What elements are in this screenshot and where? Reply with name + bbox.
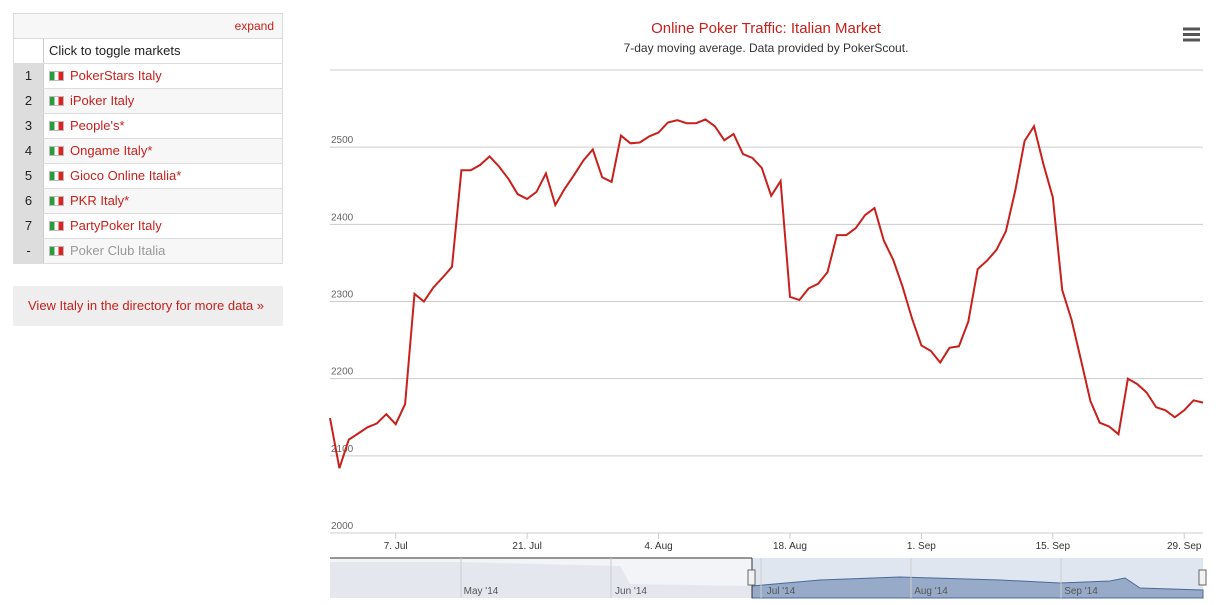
y-tick-label: 2400 bbox=[331, 212, 354, 223]
market-row[interactable]: 4 Ongame Italy* bbox=[13, 139, 283, 164]
market-name: Gioco Online Italia* bbox=[44, 164, 282, 188]
nav-label: Jul '14 bbox=[767, 586, 796, 597]
market-label: iPoker Italy bbox=[70, 93, 135, 108]
market-label: PKR Italy* bbox=[70, 193, 130, 208]
header-row: Click to toggle markets bbox=[13, 39, 283, 64]
market-row[interactable]: 5 Gioco Online Italia* bbox=[13, 164, 283, 189]
directory-link[interactable]: View Italy in the directory for more dat… bbox=[13, 286, 283, 326]
y-tick-label: 2500 bbox=[331, 135, 354, 146]
row-number: 7 bbox=[14, 214, 44, 238]
nav-label: May '14 bbox=[464, 586, 499, 597]
market-name: PKR Italy* bbox=[44, 189, 282, 213]
y-tick-label: 2300 bbox=[331, 290, 354, 301]
menu-icon[interactable] bbox=[1183, 27, 1200, 42]
y-tick-label: 2200 bbox=[331, 367, 354, 378]
chart-subtitle: 7-day moving average. Data provided by P… bbox=[624, 41, 909, 55]
row-number: 3 bbox=[14, 114, 44, 138]
market-panel: expand Click to toggle markets 1 PokerSta… bbox=[13, 13, 283, 326]
market-name: iPoker Italy bbox=[44, 89, 282, 113]
flag bbox=[49, 221, 64, 231]
expand-bar: expand bbox=[13, 13, 283, 39]
nav-handle[interactable] bbox=[1198, 569, 1207, 586]
row-number: 5 bbox=[14, 164, 44, 188]
nav-label: Jun '14 bbox=[615, 586, 647, 597]
market-row[interactable]: 6 PKR Italy* bbox=[13, 189, 283, 214]
market-row[interactable]: 3 People's* bbox=[13, 114, 283, 139]
flag bbox=[49, 171, 64, 181]
expand[interactable]: expand bbox=[234, 19, 274, 33]
nav-label: Aug '14 bbox=[914, 586, 948, 597]
chart-title: Online Poker Traffic: Italian Market bbox=[651, 20, 882, 37]
market-label: PokerStars Italy bbox=[70, 68, 162, 83]
nav-area-dim bbox=[330, 562, 752, 598]
row-number: 4 bbox=[14, 139, 44, 163]
x-tick-label: 4. Aug bbox=[644, 541, 672, 552]
flag bbox=[49, 96, 64, 106]
market-name: PartyPoker Italy bbox=[44, 214, 282, 238]
x-tick-label: 7. Jul bbox=[384, 541, 408, 552]
navigator bbox=[330, 557, 1207, 599]
market-row[interactable]: - Poker Club Italia bbox=[13, 239, 283, 264]
market-label: People's* bbox=[70, 118, 125, 133]
header: Click to toggle markets bbox=[44, 39, 282, 63]
flag bbox=[49, 121, 64, 131]
market-table: Click to toggle markets 1 PokerStars Ital… bbox=[13, 39, 283, 264]
market-label: Poker Club Italia bbox=[70, 243, 166, 258]
market-label: Ongame Italy* bbox=[70, 143, 153, 158]
market-label: Gioco Online Italia* bbox=[70, 168, 182, 183]
market-row[interactable]: 1 PokerStars Italy bbox=[13, 64, 283, 89]
flag bbox=[49, 196, 64, 206]
nav-handle[interactable] bbox=[747, 569, 756, 586]
market-label: PartyPoker Italy bbox=[70, 218, 162, 233]
row-number: 2 bbox=[14, 89, 44, 113]
market-row[interactable]: 7 PartyPoker Italy bbox=[13, 214, 283, 239]
market-name: PokerStars Italy bbox=[44, 64, 282, 88]
nav-label: Sep '14 bbox=[1064, 586, 1098, 597]
market-name: People's* bbox=[44, 114, 282, 138]
flag bbox=[49, 246, 64, 256]
market-name: Poker Club Italia bbox=[44, 239, 282, 263]
x-tick-label: 21. Jul bbox=[512, 541, 541, 552]
flag bbox=[49, 71, 64, 81]
row-number: 1 bbox=[14, 64, 44, 88]
market-name: Ongame Italy* bbox=[44, 139, 282, 163]
series-line bbox=[329, 118, 1204, 469]
nav-area bbox=[751, 576, 1204, 599]
x-tick-label: 1. Sep bbox=[907, 541, 936, 552]
market-row[interactable]: 2 iPoker Italy bbox=[13, 89, 283, 114]
row-number: 6 bbox=[14, 189, 44, 213]
plot: 2000 2100 2200 2300 2400 2500 7. Jul 21. Jul 4. … bbox=[329, 118, 1204, 552]
x-tick-label: 15. Sep bbox=[1036, 541, 1071, 552]
x-tick-label: 29. Sep bbox=[1167, 541, 1202, 552]
row-number: - bbox=[14, 239, 44, 263]
flag bbox=[49, 146, 64, 156]
y-tick-label: 2100 bbox=[331, 444, 354, 455]
x-tick-label: 18. Aug bbox=[773, 541, 807, 552]
y-tick-label: 2000 bbox=[331, 521, 354, 532]
blank bbox=[14, 39, 44, 63]
